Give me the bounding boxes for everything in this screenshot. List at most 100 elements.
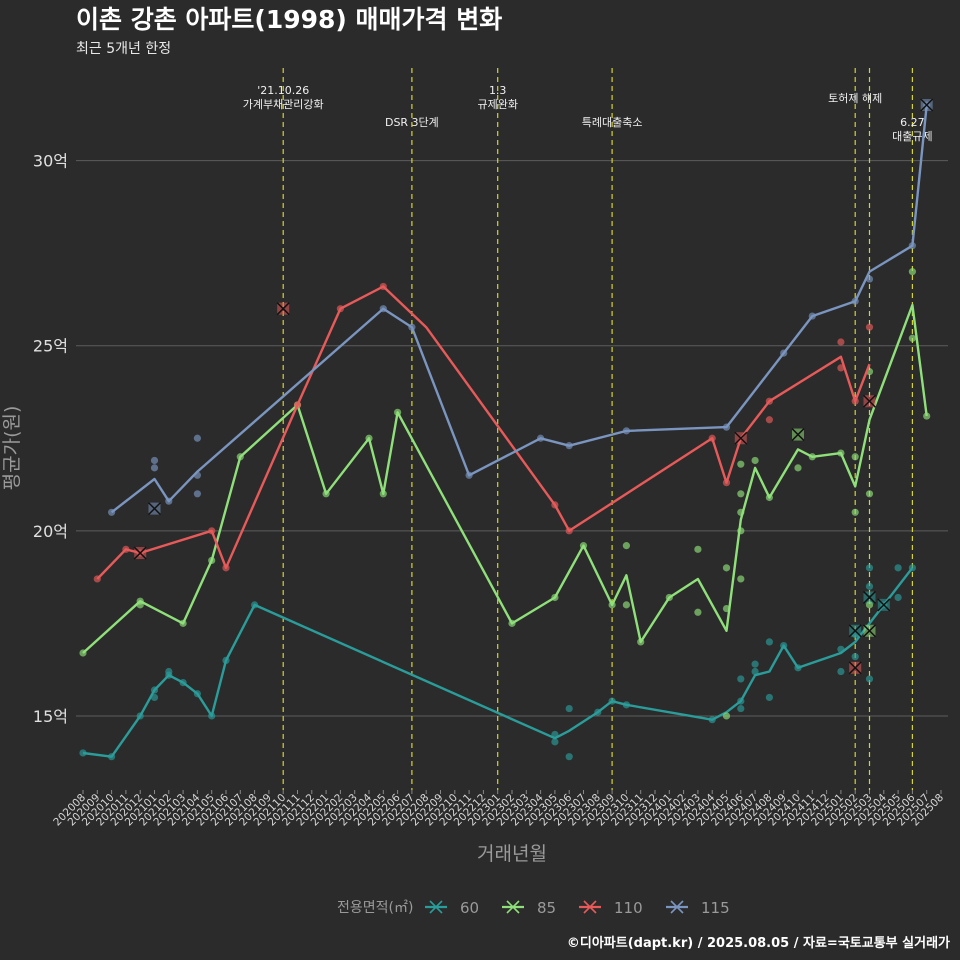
cross-mark [147,502,162,516]
legend-label: 85 [537,899,556,917]
series-line [110,104,928,514]
data-point [894,564,902,572]
legend-label: 115 [701,899,730,917]
x-axis-title: 거래년월 [477,843,547,865]
cross-mark [862,624,877,638]
series-60 [79,564,917,761]
cross-mark [133,546,147,560]
annotation-label: '21.10.26 [257,84,309,97]
annotation-label: 토허제 해제 [828,91,882,105]
annotation-label: 1.3 [489,84,507,97]
data-point [865,323,874,331]
legend-swatch-cross [670,900,684,914]
legend-label: 110 [614,899,643,917]
y-axis: 15억 20억 25억 30억 [33,152,68,726]
data-point [765,416,774,424]
data-point [865,601,874,609]
data-point [908,268,917,276]
data-point [622,542,631,550]
data-point [851,453,859,461]
data-point [150,464,159,472]
chart-subtitle: 최근 5개년 한정 [76,41,171,57]
y-tick-label: 20억 [33,522,68,541]
legend-item-85: 85 [502,899,556,917]
data-point [622,601,631,609]
series-line [96,285,871,580]
data-point [908,334,917,342]
y-tick-label: 25억 [33,337,68,356]
legend-item-110: 110 [579,899,643,917]
cross-mark [276,302,290,316]
data-point [193,434,201,442]
legend-item-115: 115 [666,899,730,917]
data-point [150,456,159,465]
data-point [865,675,874,683]
data-point [765,638,774,646]
cross-mark [862,590,877,604]
chart-title: 이촌 강촌 아파트(1998) 매매가격 변화 [76,5,502,34]
data-point [193,490,201,498]
data-point [737,575,745,583]
data-point [694,608,702,616]
legend-item-60: 60 [425,899,479,917]
legend-title: 전용면적(㎡) [337,900,413,916]
data-point [79,749,87,757]
source-caption: ©디아파트(dapt.kr) / 2025.08.05 / 자료=국토교통부 실… [567,935,950,951]
series-line [82,303,928,654]
data-point [923,412,931,420]
data-point [722,564,731,572]
grid-lines [76,160,948,717]
legend-swatch-cross [583,900,597,914]
data-point [894,593,902,602]
series-110 [93,282,877,675]
data-point [737,704,745,713]
data-point [565,704,573,713]
data-point [865,490,874,498]
y-tick-label: 30억 [33,152,68,171]
series-layer [79,98,934,761]
data-point [751,660,759,668]
cross-mark [848,624,862,638]
legend-swatch-cross [506,900,520,914]
cross-mark [862,394,877,408]
y-tick-label: 15억 [33,707,68,726]
cross-mark [848,661,862,675]
cross-mark [791,428,805,442]
series-85 [79,268,931,720]
y-axis-title: 평균가(원) [1,406,23,491]
data-point [565,753,573,761]
data-point [837,338,845,346]
data-point [551,738,559,746]
data-point [851,653,859,661]
data-point [765,693,774,702]
series-115 [108,98,934,516]
data-point [694,545,702,553]
data-point [722,712,731,720]
legend-swatch-cross [429,900,443,914]
annotation-label: 가계부채관리강화 [243,98,324,111]
legend-label: 60 [460,899,479,917]
data-point [865,564,874,572]
data-point [865,582,874,590]
annotation-label: 대출규제 [892,130,932,143]
data-point [737,675,745,683]
cross-mark [734,431,748,445]
series-line [82,567,914,758]
data-point [751,456,759,465]
data-point [737,460,745,468]
data-point [737,490,745,498]
data-point [751,667,759,676]
annotation-label: DSR 3단계 [385,116,439,129]
annotation-label: 특례대출축소 [582,116,643,129]
data-point [851,508,859,516]
data-point [794,464,802,472]
legend: 전용면적(㎡) 60 85 110 115 [337,899,730,917]
data-point [837,667,845,676]
cross-mark [920,98,934,112]
annotation-label: 6.27 [900,116,925,129]
cross-mark [877,598,891,612]
annotation-label: 규제완화 [477,98,517,111]
